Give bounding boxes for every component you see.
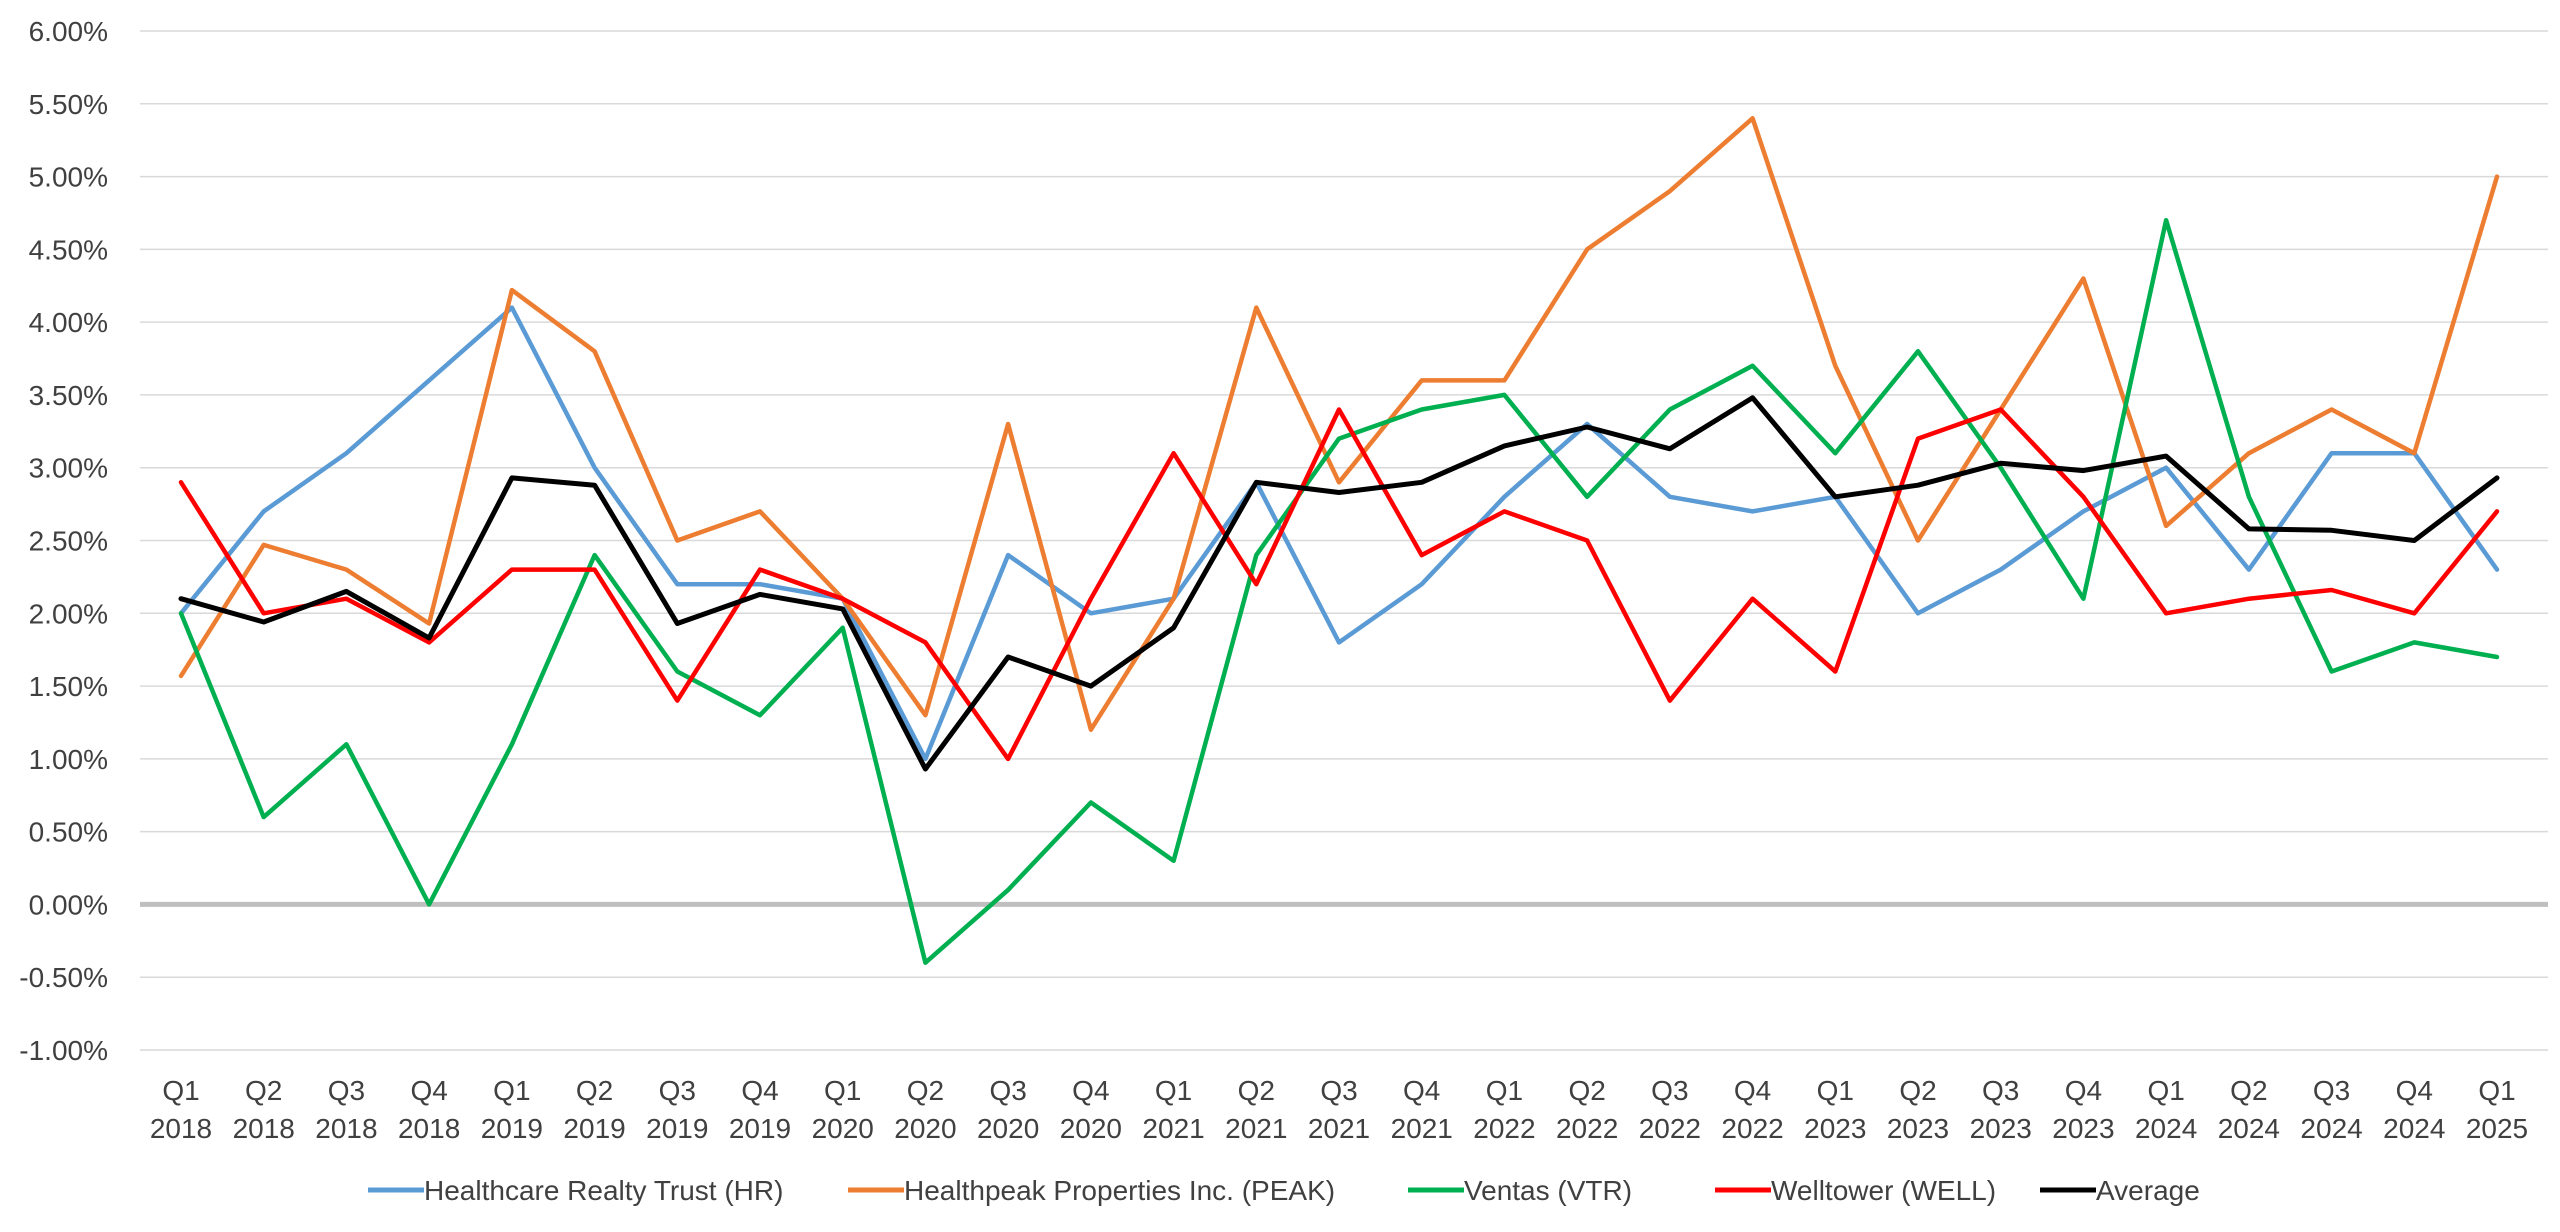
x-tick-label-year: 2022 xyxy=(1556,1113,1618,1144)
x-tick-label-year: 2024 xyxy=(2383,1113,2445,1144)
x-tick-label-quarter: Q3 xyxy=(328,1075,365,1106)
x-tick-label-quarter: Q1 xyxy=(162,1075,199,1106)
x-tick-label-year: 2024 xyxy=(2218,1113,2280,1144)
x-tick-label-year: 2021 xyxy=(1308,1113,1370,1144)
x-tick-label-year: 2021 xyxy=(1142,1113,1204,1144)
x-tick-label-year: 2019 xyxy=(646,1113,708,1144)
x-tick-label-year: 2020 xyxy=(1060,1113,1122,1144)
y-tick-label: 2.50% xyxy=(29,526,108,557)
x-tick-label-year: 2018 xyxy=(315,1113,377,1144)
x-tick-label-year: 2022 xyxy=(1639,1113,1701,1144)
legend-entry-label: Healthpeak Properties Inc. (PEAK) xyxy=(904,1175,1335,1206)
series-line-3 xyxy=(178,217,2500,965)
x-tick-label-year: 2019 xyxy=(729,1113,791,1144)
x-tick-label-quarter: Q4 xyxy=(2396,1075,2433,1106)
x-tick-label-year: 2018 xyxy=(150,1113,212,1144)
legend-entry-label: Average xyxy=(2096,1175,2200,1206)
x-tick-label-year: 2019 xyxy=(481,1113,543,1144)
x-axis-tick-labels: Q1 2018 Q2 2018 Q3 2018 Q4 2018 Q1 2019 Q2 2019 Q3 20… xyxy=(150,1075,2528,1144)
y-tick-label: 2.00% xyxy=(29,598,108,629)
x-tick-label-quarter: Q1 xyxy=(1486,1075,1523,1106)
series-line-5 xyxy=(178,395,2500,772)
y-tick-label: 0.50% xyxy=(29,817,108,848)
x-tick-label-year: 2023 xyxy=(1887,1113,1949,1144)
series-line-4 xyxy=(178,407,2500,762)
y-tick-label: -1.00% xyxy=(19,1035,108,1066)
y-tick-label: 6.00% xyxy=(29,16,108,47)
y-tick-label: 5.00% xyxy=(29,162,108,193)
x-tick-label-quarter: Q4 xyxy=(410,1075,447,1106)
x-tick-label-quarter: Q2 xyxy=(2230,1075,2267,1106)
y-axis-tick-labels: -1.00% -0.50% 0.00% 0.50% 1.00% 1.50% 2.00% 2.5… xyxy=(19,16,108,1066)
gridlines xyxy=(140,30,2548,1051)
x-tick-label-year: 2022 xyxy=(1721,1113,1783,1144)
x-tick-label-year: 2023 xyxy=(1970,1113,2032,1144)
series-line-2 xyxy=(178,116,2500,732)
x-tick-label-quarter: Q1 xyxy=(824,1075,861,1106)
x-tick-label-year: 2024 xyxy=(2300,1113,2362,1144)
x-tick-label-year: 2020 xyxy=(812,1113,874,1144)
y-tick-label: 1.00% xyxy=(29,744,108,775)
y-tick-label: 3.50% xyxy=(29,380,108,411)
x-tick-label-year: 2024 xyxy=(2135,1113,2197,1144)
x-tick-label-year: 2023 xyxy=(2052,1113,2114,1144)
x-tick-label-quarter: Q3 xyxy=(1320,1075,1357,1106)
x-tick-label-year: 2018 xyxy=(398,1113,460,1144)
legend-entry-label: Ventas (VTR) xyxy=(1464,1175,1632,1206)
y-tick-label: 3.00% xyxy=(29,453,108,484)
x-tick-label-quarter: Q1 xyxy=(493,1075,530,1106)
x-tick-label-quarter: Q4 xyxy=(2065,1075,2102,1106)
y-tick-label: -0.50% xyxy=(19,962,108,993)
x-tick-label-quarter: Q1 xyxy=(2147,1075,2184,1106)
series-lines xyxy=(178,116,2500,965)
x-tick-label-quarter: Q2 xyxy=(907,1075,944,1106)
y-tick-label: 5.50% xyxy=(29,89,108,120)
x-tick-label-year: 2021 xyxy=(1391,1113,1453,1144)
x-tick-label-year: 2020 xyxy=(977,1113,1039,1144)
x-tick-label-quarter: Q4 xyxy=(1072,1075,1109,1106)
y-tick-label: 4.00% xyxy=(29,307,108,338)
x-tick-label-quarter: Q3 xyxy=(659,1075,696,1106)
x-tick-label-quarter: Q2 xyxy=(1568,1075,1605,1106)
legend-entry-label: Healthcare Realty Trust (HR) xyxy=(424,1175,783,1206)
x-tick-label-quarter: Q2 xyxy=(1238,1075,1275,1106)
x-tick-label-year: 2023 xyxy=(1804,1113,1866,1144)
x-tick-label-quarter: Q3 xyxy=(1982,1075,2019,1106)
x-tick-label-quarter: Q4 xyxy=(1403,1075,1440,1106)
x-tick-label-year: 2019 xyxy=(563,1113,625,1144)
x-tick-label-quarter: Q1 xyxy=(1155,1075,1192,1106)
x-tick-label-quarter: Q3 xyxy=(989,1075,1026,1106)
x-tick-label-year: 2020 xyxy=(894,1113,956,1144)
x-tick-label-year: 2025 xyxy=(2466,1113,2528,1144)
y-tick-label: 1.50% xyxy=(29,671,108,702)
x-tick-label-quarter: Q3 xyxy=(2313,1075,2350,1106)
x-tick-label-quarter: Q2 xyxy=(576,1075,613,1106)
legend: Healthcare Realty Trust (HR) Healthpeak P… xyxy=(368,1175,2200,1206)
x-tick-label-quarter: Q4 xyxy=(741,1075,778,1106)
x-tick-label-quarter: Q2 xyxy=(245,1075,282,1106)
legend-entry-label: Welltower (WELL) xyxy=(1771,1175,1996,1206)
x-tick-label-quarter: Q4 xyxy=(1734,1075,1771,1106)
x-tick-label-year: 2022 xyxy=(1473,1113,1535,1144)
x-tick-label-quarter: Q2 xyxy=(1899,1075,1936,1106)
y-tick-label: 4.50% xyxy=(29,234,108,265)
y-tick-label: 0.00% xyxy=(29,889,108,920)
x-tick-label-year: 2018 xyxy=(233,1113,295,1144)
series-line-1 xyxy=(178,305,2500,762)
x-tick-label-quarter: Q3 xyxy=(1651,1075,1688,1106)
x-tick-label-quarter: Q1 xyxy=(2478,1075,2515,1106)
x-tick-label-quarter: Q1 xyxy=(1817,1075,1854,1106)
x-tick-label-year: 2021 xyxy=(1225,1113,1287,1144)
